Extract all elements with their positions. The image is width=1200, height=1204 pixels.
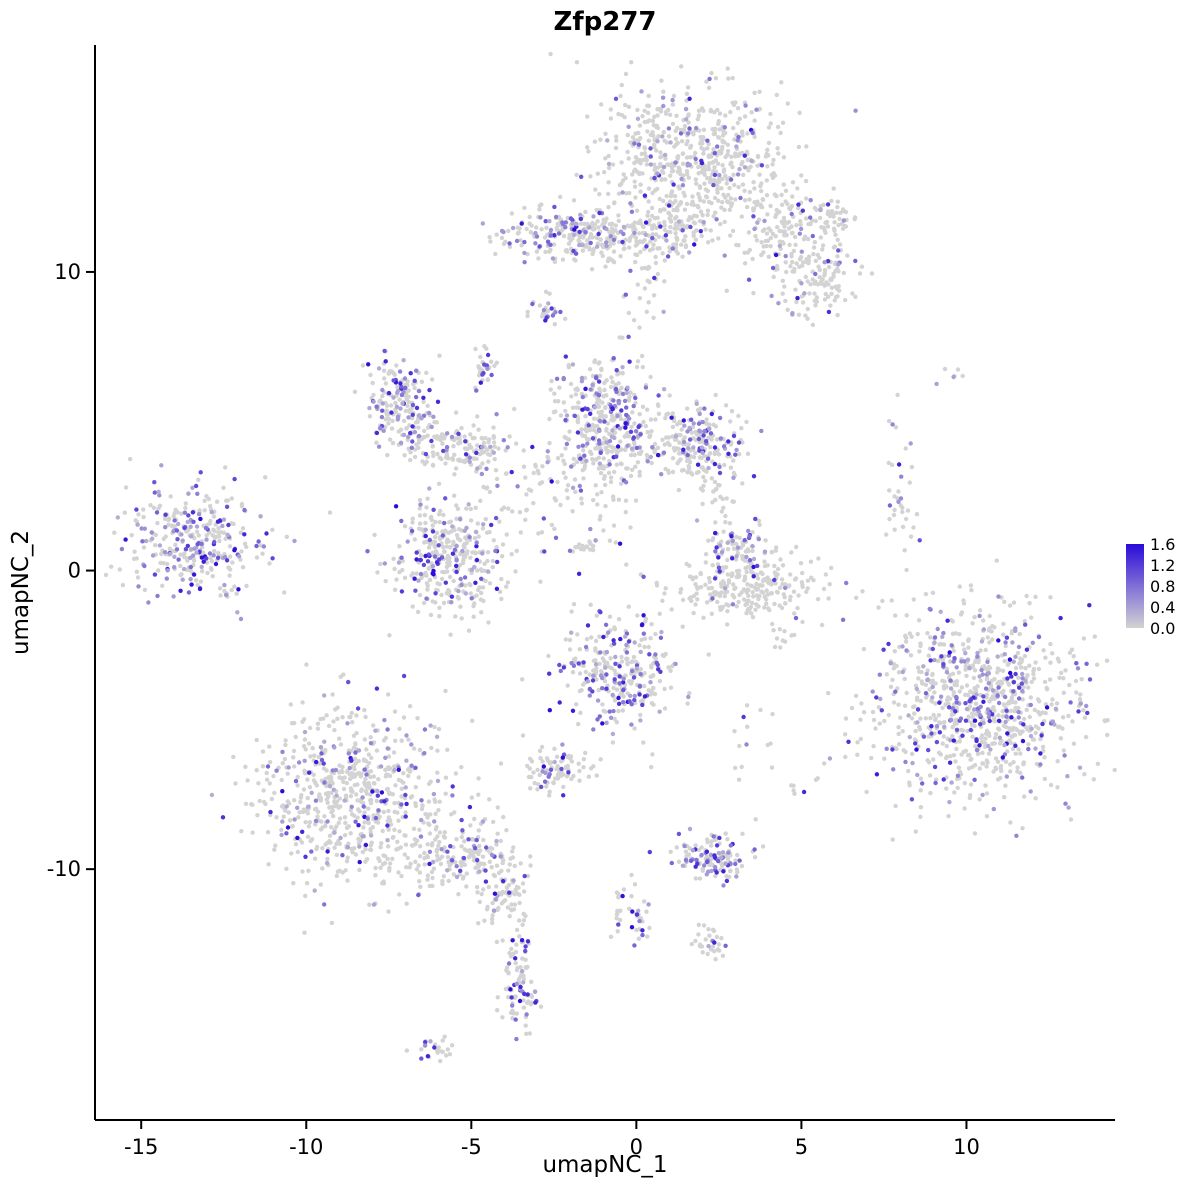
x-axis-label: umapNC_1 <box>542 1152 667 1178</box>
scatter-points <box>103 51 1117 1064</box>
x-tick-label: -10 <box>289 1135 323 1159</box>
x-tick-label: -15 <box>124 1135 158 1159</box>
legend-tick-label: 1.2 <box>1150 556 1175 575</box>
y-tick-label: 10 <box>54 260 81 284</box>
x-tick-label: -5 <box>461 1135 482 1159</box>
x-tick-label: 10 <box>953 1135 980 1159</box>
colorbar-gradient <box>1126 544 1144 628</box>
y-tick-label: -10 <box>47 857 81 881</box>
x-tick-label: 5 <box>795 1135 808 1159</box>
legend-tick-label: 1.6 <box>1150 535 1175 554</box>
colorbar-legend: 1.6 1.2 0.8 0.4 0.0 <box>1126 535 1175 638</box>
x-tick-label: 0 <box>630 1135 643 1159</box>
y-axis-label: umapNC_2 <box>8 530 34 655</box>
legend-tick-label: 0.0 <box>1150 619 1175 638</box>
plot-title: Zfp277 <box>553 7 656 37</box>
legend-tick-label: 0.8 <box>1150 577 1175 596</box>
axes: -15 -10 -5 0 5 10 -10 0 10 <box>47 45 1115 1159</box>
legend-tick-label: 0.4 <box>1150 598 1175 617</box>
y-tick-label: 0 <box>68 559 81 583</box>
